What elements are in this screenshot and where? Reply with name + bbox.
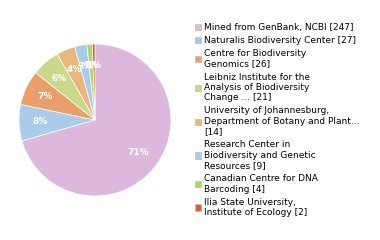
Legend: Mined from GenBank, NCBI [247], Naturalis Biodiversity Center [27], Centre for B: Mined from GenBank, NCBI [247], Naturali…	[195, 23, 360, 217]
Wedge shape	[22, 44, 171, 196]
Wedge shape	[19, 104, 95, 141]
Text: 8%: 8%	[33, 117, 48, 126]
Wedge shape	[36, 54, 95, 120]
Wedge shape	[87, 44, 95, 120]
Text: 3%: 3%	[77, 62, 92, 71]
Text: 1%: 1%	[86, 61, 101, 70]
Text: 7%: 7%	[38, 92, 53, 101]
Wedge shape	[57, 47, 95, 120]
Wedge shape	[21, 73, 95, 120]
Wedge shape	[92, 44, 95, 120]
Text: 6%: 6%	[52, 74, 67, 83]
Text: 4%: 4%	[66, 65, 82, 74]
Text: 71%: 71%	[128, 149, 149, 157]
Text: 1%: 1%	[84, 61, 99, 70]
Wedge shape	[75, 44, 95, 120]
